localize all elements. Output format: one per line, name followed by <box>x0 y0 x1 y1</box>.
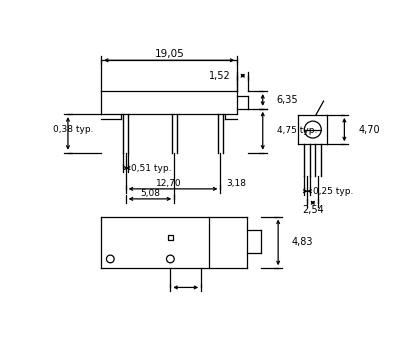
Text: 5,08: 5,08 <box>140 189 160 198</box>
Text: 12,70: 12,70 <box>156 179 182 188</box>
Text: 4,83: 4,83 <box>292 237 314 247</box>
Text: 1,52: 1,52 <box>210 71 231 81</box>
Text: 0,51 typ.: 0,51 typ. <box>131 163 171 173</box>
Text: 4,70: 4,70 <box>358 124 380 135</box>
Text: 3,18: 3,18 <box>226 179 246 188</box>
Text: 2,54: 2,54 <box>302 206 324 215</box>
Bar <box>168 235 173 240</box>
Text: 0,25 typ.: 0,25 typ. <box>313 187 353 196</box>
Text: 19,05: 19,05 <box>154 49 184 59</box>
Text: 0,38 typ.: 0,38 typ. <box>53 125 94 134</box>
Text: 4,75 typ.: 4,75 typ. <box>277 126 317 135</box>
Text: 6,35: 6,35 <box>277 95 298 105</box>
